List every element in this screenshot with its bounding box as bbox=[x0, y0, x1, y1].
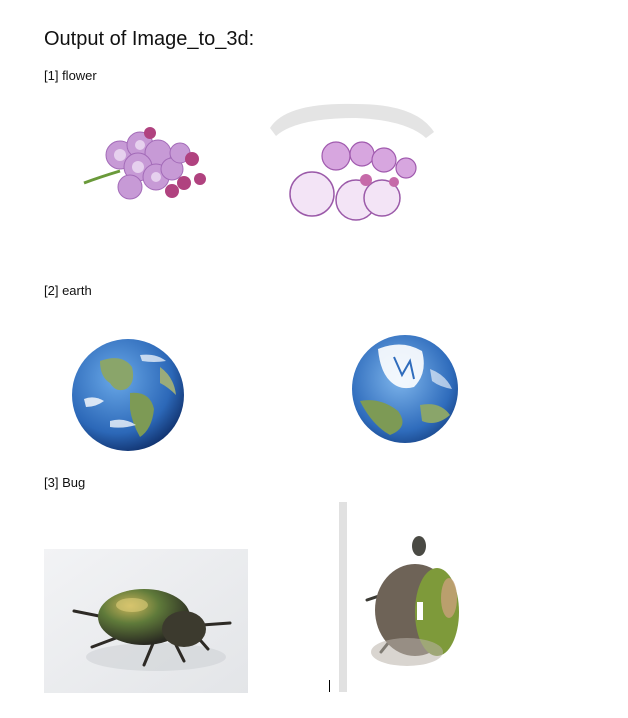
flower-input-image bbox=[80, 115, 220, 215]
document-title: Output of Image_to_3d: bbox=[44, 28, 255, 50]
caption-flower: [1] flower bbox=[44, 68, 97, 83]
bug-input-image bbox=[44, 549, 248, 693]
caption-earth: [2] earth bbox=[44, 283, 92, 298]
flower-3d-output bbox=[266, 98, 436, 233]
text-cursor bbox=[329, 680, 330, 692]
caption-bug: [3] Bug bbox=[44, 475, 86, 490]
earth-input-image bbox=[70, 337, 186, 453]
earth-3d-output bbox=[350, 331, 460, 445]
bug-3d-output bbox=[337, 502, 472, 694]
